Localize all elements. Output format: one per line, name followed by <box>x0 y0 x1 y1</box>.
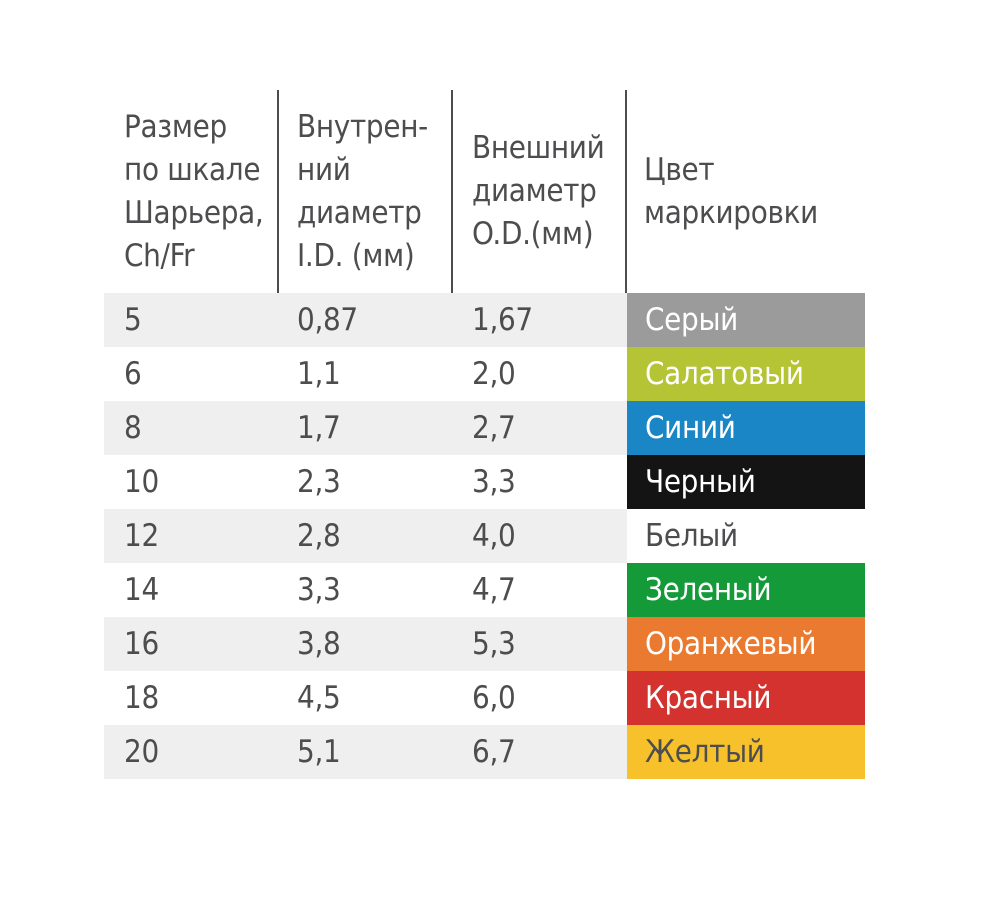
table-row: 10 2,3 3,3 Черный <box>104 455 865 509</box>
color-swatch: Белый <box>627 509 865 563</box>
cell-size: 16 <box>124 626 159 662</box>
cell-outer-diameter: 6,7 <box>472 734 516 770</box>
cell-inner-diameter: 3,3 <box>297 572 341 608</box>
cell-size: 14 <box>124 572 159 608</box>
table-row: 5 0,87 1,67 Серый <box>104 293 865 347</box>
table-row: 16 3,8 5,3 Оранжевый <box>104 617 865 671</box>
color-swatch: Синий <box>627 401 865 455</box>
cell-inner-diameter: 3,8 <box>297 626 341 662</box>
color-swatch: Серый <box>627 293 865 347</box>
header-outer-diameter: Внешний диаметр O.D.(мм) <box>472 130 605 252</box>
cell-outer-diameter: 2,7 <box>472 410 516 446</box>
cell-outer-diameter: 1,67 <box>472 302 533 338</box>
cell-size: 12 <box>124 518 159 554</box>
table-row: 18 4,5 6,0 Красный <box>104 671 865 725</box>
color-swatch: Желтый <box>627 725 865 779</box>
column-divider <box>451 90 453 293</box>
cell-size: 5 <box>124 302 142 338</box>
column-divider <box>625 90 627 293</box>
cell-outer-diameter: 4,7 <box>472 572 516 608</box>
cell-outer-diameter: 3,3 <box>472 464 516 500</box>
cell-inner-diameter: 1,7 <box>297 410 341 446</box>
cell-size: 18 <box>124 680 159 716</box>
table-row: 8 1,7 2,7 Синий <box>104 401 865 455</box>
cell-inner-diameter: 0,87 <box>297 302 358 338</box>
cell-outer-diameter: 2,0 <box>472 356 516 392</box>
cell-size: 20 <box>124 734 159 770</box>
header-inner-diameter: Внутрен- ний диаметр I.D. (мм) <box>297 108 428 274</box>
color-swatch: Черный <box>627 455 865 509</box>
cell-inner-diameter: 4,5 <box>297 680 341 716</box>
cell-inner-diameter: 2,3 <box>297 464 341 500</box>
color-swatch: Оранжевый <box>627 617 865 671</box>
cell-inner-diameter: 2,8 <box>297 518 341 554</box>
table-row: 20 5,1 6,7 Желтый <box>104 725 865 779</box>
cell-size: 8 <box>124 410 142 446</box>
cell-size: 6 <box>124 356 142 392</box>
cell-inner-diameter: 1,1 <box>297 356 341 392</box>
cell-outer-diameter: 4,0 <box>472 518 516 554</box>
table-header: Размер по шкале Шарьера, Ch/Fr Внутрен- … <box>104 90 865 293</box>
column-divider <box>277 90 279 293</box>
cell-size: 10 <box>124 464 159 500</box>
color-swatch: Зеленый <box>627 563 865 617</box>
header-marking-color: Цвет маркировки <box>644 151 818 231</box>
color-swatch: Красный <box>627 671 865 725</box>
cell-outer-diameter: 5,3 <box>472 626 516 662</box>
table-body: 5 0,87 1,67 Серый 6 1,1 2,0 Салатовый 8 1,7 2,7 Син… <box>104 293 865 779</box>
color-swatch: Салатовый <box>627 347 865 401</box>
cell-inner-diameter: 5,1 <box>297 734 341 770</box>
header-size-charriere: Размер по шкале Шарьера, Ch/Fr <box>124 108 264 274</box>
table-row: 14 3,3 4,7 Зеленый <box>104 563 865 617</box>
table-row: 12 2,8 4,0 Белый <box>104 509 865 563</box>
cell-outer-diameter: 6,0 <box>472 680 516 716</box>
table-row: 6 1,1 2,0 Салатовый <box>104 347 865 401</box>
